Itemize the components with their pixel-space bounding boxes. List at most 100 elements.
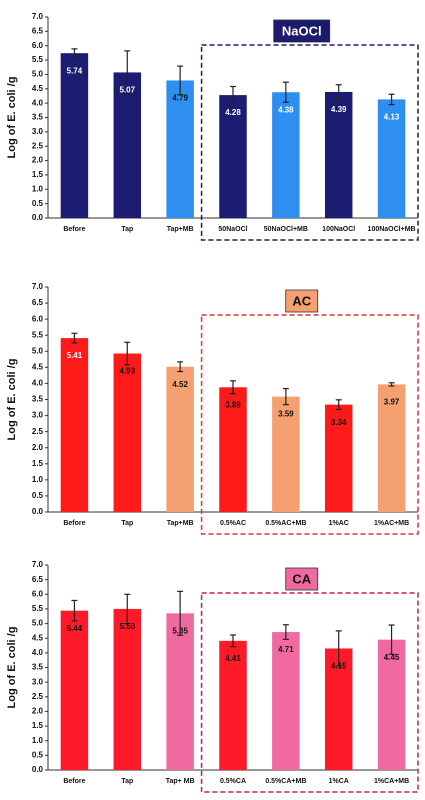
value-label: 5.50	[119, 622, 135, 631]
y-tick-label: 6.5	[32, 298, 44, 307]
y-tick-label: 2.5	[32, 692, 44, 701]
x-tick-label: 1%CA	[329, 778, 349, 785]
y-tick-label: 2.0	[32, 707, 44, 716]
value-label: 3.97	[384, 398, 400, 407]
y-tick-label: 5.5	[32, 55, 44, 64]
treatment-box	[200, 44, 419, 241]
value-label: 5.74	[67, 66, 83, 75]
error-bar	[282, 624, 289, 640]
y-tick-label: 1.0	[32, 475, 44, 484]
error-bar	[177, 65, 184, 96]
bar	[377, 639, 406, 770]
value-label: 4.13	[384, 113, 400, 122]
y-tick-label: 5.0	[32, 346, 44, 355]
tag-label: NaOCl	[282, 23, 322, 38]
x-tick-label: 0.5%CA+MB	[265, 778, 306, 785]
bar	[219, 387, 247, 512]
x-tick-label: 100NaOCl+MB	[368, 226, 416, 233]
value-label: 4.15	[331, 662, 347, 671]
bar	[219, 640, 247, 770]
y-tick-label: 2.5	[32, 427, 44, 436]
x-tick-label: 1%AC	[329, 520, 349, 527]
y-tick-label: 0.5	[32, 491, 44, 500]
tag-box	[285, 289, 319, 313]
y-tick-label: 7.0	[32, 560, 44, 569]
bar	[377, 384, 406, 512]
y-tick-label: 4.0	[32, 98, 44, 107]
y-axis-title: Log of E. coli /g	[6, 359, 18, 441]
x-tick-label: 1%AC+MB	[374, 520, 409, 527]
error-bar	[124, 341, 131, 366]
x-tick-label: Before	[63, 226, 85, 233]
x-tick-label: 0.5%AC+MB	[265, 520, 306, 527]
bar	[377, 99, 406, 218]
y-tick-label: 6.5	[32, 26, 44, 35]
bar	[60, 338, 89, 512]
y-tick-label: 6.0	[32, 314, 44, 323]
y-tick-label: 7.0	[32, 282, 44, 291]
value-label: 4.52	[172, 380, 188, 389]
x-tick-label: 0.5%AC	[220, 520, 246, 527]
y-tick-label: 1.0	[32, 736, 44, 745]
y-tick-label: 1.5	[32, 721, 44, 730]
bar	[219, 95, 247, 218]
y-tick-label: 3.5	[32, 113, 44, 122]
y-tick-label: 1.0	[32, 184, 44, 193]
value-label: 5.35	[172, 626, 188, 635]
error-bar	[230, 634, 236, 648]
x-tick-label: Tap+MB	[167, 520, 194, 527]
y-tick-label: 3.5	[32, 663, 44, 672]
y-tick-label: 0.5	[32, 199, 44, 208]
value-label: 4.38	[278, 105, 294, 114]
x-tick-label: 100NaOCl	[322, 226, 355, 233]
error-bar	[230, 380, 236, 395]
bar	[166, 80, 194, 218]
tag-label: CA	[292, 571, 311, 586]
bar	[324, 648, 353, 770]
value-label: 3.34	[331, 418, 347, 427]
tag-box	[273, 19, 331, 43]
value-label: 4.45	[384, 653, 400, 662]
value-label: 4.71	[278, 645, 294, 654]
x-tick-label: Tap	[121, 520, 133, 527]
error-bar	[388, 382, 395, 387]
y-tick-label: 4.0	[32, 379, 44, 388]
value-label: 3.88	[225, 400, 241, 409]
x-tick-label: 50NaOCl	[218, 226, 247, 233]
bar	[272, 632, 300, 770]
y-tick-label: 5.5	[32, 604, 44, 613]
y-tick-label: 0.0	[32, 507, 44, 516]
bar	[166, 366, 194, 512]
y-tick-label: 2.0	[32, 443, 44, 452]
value-label: 5.44	[67, 624, 83, 633]
bar	[60, 53, 89, 219]
y-tick-label: 3.0	[32, 411, 44, 420]
y-tick-label: 3.0	[32, 677, 44, 686]
y-tick-label: 4.5	[32, 362, 44, 371]
error-bar	[177, 361, 184, 373]
y-tick-label: 5.0	[32, 70, 44, 79]
tag-box	[285, 567, 319, 591]
x-tick-label: Before	[63, 520, 85, 527]
y-tick-label: 0.0	[32, 213, 44, 222]
y-tick-label: 2.5	[32, 141, 44, 150]
y-tick-label: 4.0	[32, 648, 44, 657]
error-bar	[177, 590, 184, 636]
bar	[272, 92, 300, 218]
y-tick-label: 4.5	[32, 633, 44, 642]
y-tick-label: 4.5	[32, 84, 44, 93]
x-tick-label: Tap	[121, 778, 133, 785]
error-bar	[335, 84, 342, 100]
x-tick-label: 50NaOCl+MB	[264, 226, 308, 233]
error-bar	[71, 332, 78, 344]
y-tick-label: 3.0	[32, 127, 44, 136]
y-tick-label: 5.0	[32, 619, 44, 628]
y-tick-label: 5.5	[32, 330, 44, 339]
treatment-box	[200, 592, 419, 793]
treatment-box	[200, 314, 419, 535]
value-label: 3.59	[278, 410, 294, 419]
y-tick-label: 3.5	[32, 395, 44, 404]
bar	[60, 610, 89, 770]
value-label: 5.07	[119, 86, 135, 95]
